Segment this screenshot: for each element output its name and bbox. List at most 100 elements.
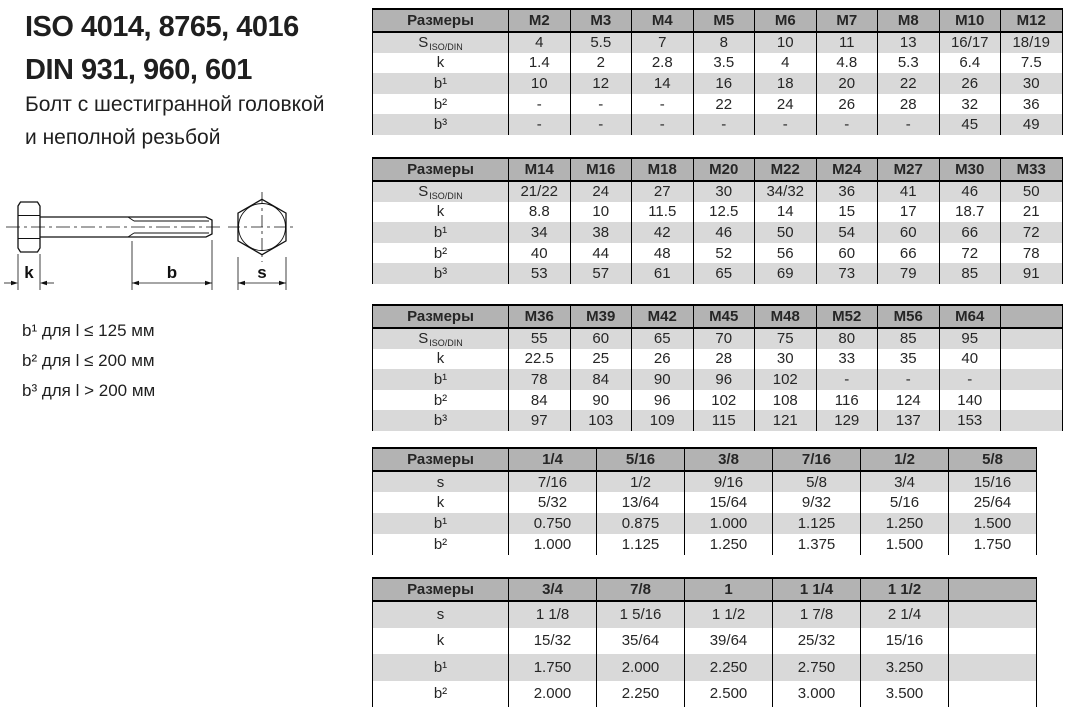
title-block: ISO 4014, 8765, 4016 DIN 931, 960, 601	[25, 6, 299, 92]
row-label: SISO/DIN	[372, 328, 509, 349]
value-cell: 5/8	[772, 471, 861, 492]
row-label: b¹	[372, 654, 509, 681]
size-column-header: M27	[877, 157, 940, 182]
value-cell: 80	[815, 328, 878, 349]
value-cell: 56	[754, 242, 817, 264]
size-column-header	[1000, 304, 1063, 329]
note-b3: b³ для l > 200 мм	[22, 381, 156, 400]
value-cell: 137	[877, 410, 940, 431]
value-cell: 4.8	[815, 52, 878, 74]
value-cell: 22	[877, 73, 940, 94]
row-label: b³	[372, 263, 509, 284]
value-cell: 25	[569, 348, 632, 370]
value-cell: 46	[692, 222, 755, 243]
value-cell: 40	[938, 348, 1001, 370]
value-cell: 36	[1000, 93, 1063, 115]
size-column-header: M36	[508, 304, 571, 329]
dim-label-b: b	[167, 263, 177, 282]
bolt-end-view-drawing: s	[228, 192, 296, 290]
value-cell	[948, 654, 1037, 681]
value-cell: 55	[508, 328, 571, 349]
value-cell: 85	[877, 328, 940, 349]
size-column-header: 3/8	[684, 447, 773, 472]
value-cell	[948, 680, 1037, 707]
value-cell: 4	[754, 52, 817, 74]
value-cell: 35/64	[596, 627, 685, 654]
value-cell: 84	[569, 369, 632, 390]
size-column-header: M4	[631, 8, 694, 33]
value-cell: 72	[938, 242, 1001, 264]
value-cell: 30	[1000, 73, 1063, 94]
size-column-header: 7/16	[772, 447, 861, 472]
sizes-header-cell: Размеры	[372, 157, 509, 182]
size-column-header: M42	[631, 304, 694, 329]
value-cell: 2	[569, 52, 632, 74]
size-column-header: 1	[684, 577, 773, 602]
table-row: b² 2.000 2.250 2.500 3.000 3.500	[372, 680, 1037, 707]
value-cell: 1.250	[684, 534, 773, 555]
value-cell: -	[692, 114, 755, 135]
dimension-s: s	[237, 257, 287, 290]
value-cell: 102	[754, 369, 817, 390]
value-cell: 26	[938, 73, 1001, 94]
value-cell: 72	[1000, 222, 1063, 243]
value-cell: 18.7	[938, 201, 1001, 223]
table-row: SISO/DIN 55 60 65 70 75 80 85 95	[372, 328, 1063, 349]
value-cell: 70	[692, 328, 755, 349]
value-cell: -	[877, 114, 940, 135]
value-cell: 85	[938, 263, 1001, 284]
size-column-header: 1 1/2	[860, 577, 949, 602]
size-column-header: M56	[877, 304, 940, 329]
value-cell: 1.125	[772, 513, 861, 534]
value-cell: 50	[754, 222, 817, 243]
value-cell: 15/32	[508, 627, 597, 654]
value-cell: 65	[692, 263, 755, 284]
value-cell: 36	[815, 181, 878, 202]
header-row: Размеры 3/4 7/8 1 1 1/4 1 1/2	[372, 577, 1037, 602]
table-row: b² 1.000 1.125 1.250 1.375 1.500 1.750	[372, 534, 1037, 555]
dimension-b: b	[131, 240, 213, 290]
table-row: k 15/32 35/64 39/64 25/32 15/16	[372, 627, 1037, 654]
value-cell: 7.5	[1000, 52, 1063, 74]
thread-length-notes: b¹ для l ≤ 125 мм b² для l ≤ 200 мм b³ д…	[22, 316, 155, 406]
size-column-header: M39	[569, 304, 632, 329]
value-cell: 66	[938, 222, 1001, 243]
value-cell: 46	[938, 181, 1001, 202]
size-column-header: 7/8	[596, 577, 685, 602]
value-cell: 3/4	[860, 471, 949, 492]
doc-subtitle-line1: Болт с шестигранной головкой	[25, 93, 325, 116]
header-row: Размеры M14 M16 M18 M20 M22 M24 M27 M30 M33	[372, 157, 1063, 182]
row-label: b¹	[372, 369, 509, 390]
value-cell	[1000, 410, 1063, 431]
value-cell: 140	[938, 389, 1001, 411]
value-cell: 42	[631, 222, 694, 243]
size-column-header: M52	[815, 304, 878, 329]
value-cell: 103	[569, 410, 632, 431]
table-row: b¹ 10 12 14 16 18 20 22 26 30	[372, 73, 1063, 94]
value-cell: 49	[1000, 114, 1063, 135]
table-row: b¹ 1.750 2.000 2.250 2.750 3.250	[372, 654, 1037, 681]
value-cell: 1.375	[772, 534, 861, 555]
dimension-table-m2-m12: Размеры M2 M3 M4 M5 M6 M7 M8 M10 M12 SISO/DIN 4 5.5 7…	[372, 8, 1063, 135]
value-cell: 48	[631, 242, 694, 264]
value-cell: 91	[1000, 263, 1063, 284]
doc-title-iso: ISO 4014, 8765, 4016	[25, 11, 299, 43]
value-cell: 60	[877, 222, 940, 243]
row-label: b¹	[372, 73, 509, 94]
value-cell: 21/22	[508, 181, 571, 202]
value-cell: 116	[815, 389, 878, 411]
value-cell: -	[508, 114, 571, 135]
value-cell: 13/64	[596, 492, 685, 513]
value-cell: 34/32	[754, 181, 817, 202]
value-cell: 3.000	[772, 680, 861, 707]
size-column-header: M30	[938, 157, 1001, 182]
value-cell: 2.250	[684, 654, 773, 681]
value-cell: 54	[815, 222, 878, 243]
value-cell: 102	[692, 389, 755, 411]
value-cell: 15/16	[860, 627, 949, 654]
value-cell: 30	[754, 348, 817, 370]
size-column-header: M12	[1000, 8, 1063, 33]
value-cell: -	[877, 369, 940, 390]
value-cell: 18/19	[1000, 32, 1063, 53]
value-cell: 115	[692, 410, 755, 431]
